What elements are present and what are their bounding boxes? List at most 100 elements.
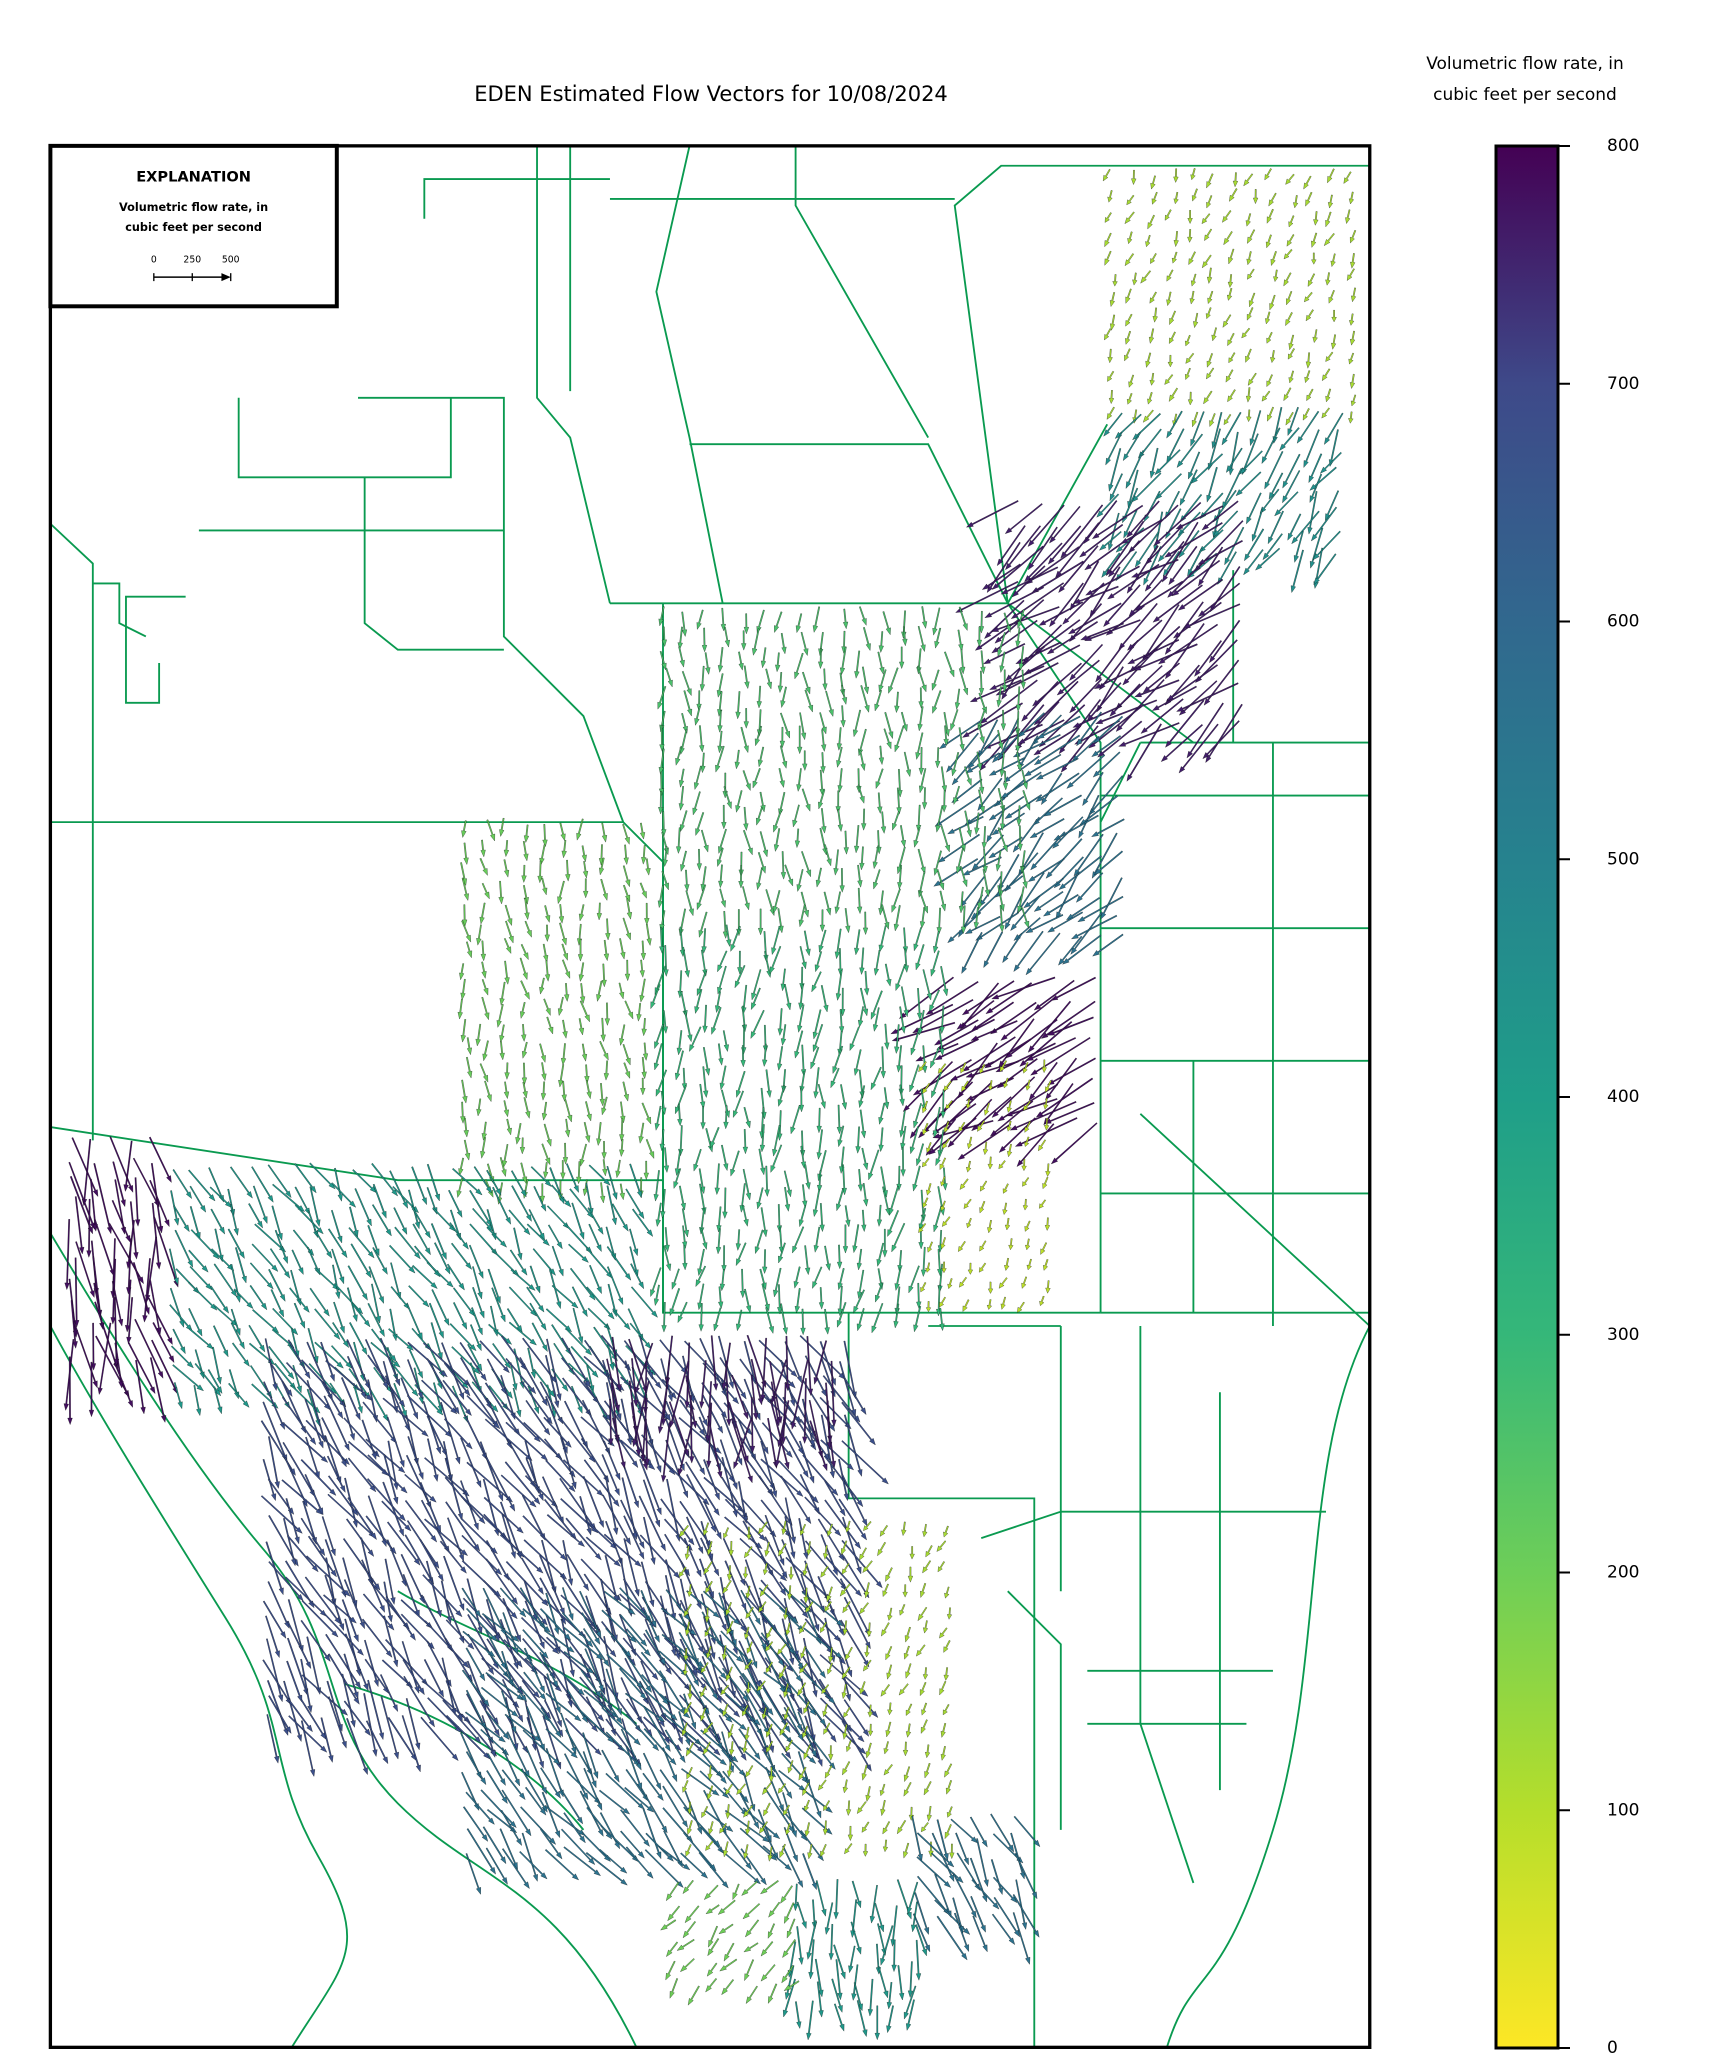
flow-vector <box>924 1744 931 1759</box>
flow-vector <box>703 1459 720 1501</box>
flow-vector <box>900 986 909 1018</box>
flow-vector <box>835 790 841 814</box>
flow-vector <box>1015 627 1021 649</box>
flow-vector <box>1205 307 1212 320</box>
flow-vector <box>525 1706 545 1752</box>
flow-vector <box>639 1458 662 1516</box>
flow-vector <box>760 1337 767 1402</box>
flow-vector <box>274 1229 288 1264</box>
flow-vector <box>1047 1016 1094 1036</box>
flow-vector <box>445 1501 480 1552</box>
flow-vector <box>561 1337 591 1388</box>
road <box>1100 1059 1370 1327</box>
flow-vector <box>1021 769 1028 790</box>
flow-vector <box>1328 290 1335 304</box>
flow-vector <box>586 1286 615 1320</box>
flow-vector <box>650 1267 662 1297</box>
flow-vector <box>639 882 647 899</box>
flow-vector <box>922 1197 929 1208</box>
flow-vector <box>620 1398 633 1446</box>
flow-vector <box>1017 825 1023 852</box>
flow-vector <box>622 1044 631 1066</box>
flow-vector <box>1246 492 1262 525</box>
flow-vector <box>643 1706 671 1752</box>
flow-vector <box>1241 327 1251 339</box>
flow-vector <box>658 1845 691 1871</box>
flow-vector <box>557 996 564 1016</box>
flow-vector <box>909 1064 920 1093</box>
flow-vector <box>695 812 705 836</box>
flow-vector <box>142 1258 151 1323</box>
flow-vector <box>281 1396 317 1446</box>
flow-vector <box>834 2003 845 2032</box>
flow-vector <box>300 1459 337 1496</box>
flow-vector <box>1082 771 1104 807</box>
flow-vector <box>505 1561 549 1607</box>
flow-vector <box>660 1189 666 1219</box>
flow-vector <box>486 1169 502 1196</box>
flow-vector <box>701 627 708 653</box>
flow-vector <box>625 1746 642 1791</box>
flow-vector <box>903 1766 911 1782</box>
flow-vector <box>520 1381 553 1425</box>
flow-vector <box>999 752 1005 778</box>
flow-vector <box>989 665 1045 690</box>
flow-vector <box>722 911 729 939</box>
flow-vector <box>961 980 1015 1016</box>
flow-vector <box>991 1913 1016 1945</box>
flow-vector <box>738 1481 748 1524</box>
flow-vector <box>836 1302 847 1328</box>
flow-vector <box>1047 911 1083 933</box>
flow-vector <box>439 1540 467 1574</box>
flow-vector <box>271 1205 283 1241</box>
flow-vector <box>907 1881 919 1915</box>
flow-vector <box>461 820 467 838</box>
flow-vector <box>682 1879 694 1894</box>
flow-vector <box>743 665 750 689</box>
flow-vector <box>640 940 646 961</box>
flow-vector <box>1045 1280 1051 1294</box>
flow-vector <box>290 1328 300 1359</box>
flow-vector <box>685 1844 692 1857</box>
flow-vector <box>770 1381 781 1427</box>
flow-vector <box>1070 911 1103 955</box>
flow-vector <box>823 1800 830 1812</box>
flow-vector <box>453 1302 468 1330</box>
flow-vector <box>917 625 926 652</box>
flow-vector <box>462 1806 489 1842</box>
flow-vector <box>686 1820 693 1836</box>
flow-vector <box>918 687 924 709</box>
flow-vector <box>599 1083 605 1107</box>
flow-vector <box>1142 409 1154 423</box>
flow-vector <box>546 1338 562 1402</box>
flow-vector <box>448 1189 463 1218</box>
flow-vector <box>1282 453 1301 489</box>
flow-vector <box>750 1009 765 1039</box>
flow-vector <box>999 1060 1008 1073</box>
flow-vector <box>749 1396 756 1454</box>
flow-vector <box>1040 1242 1048 1255</box>
flow-vector <box>230 1166 253 1199</box>
flow-vector <box>686 1590 721 1618</box>
flow-vector <box>852 1224 860 1254</box>
flow-vector <box>885 1721 892 1738</box>
flow-vector <box>836 1104 842 1135</box>
flow-vector <box>1005 525 1041 571</box>
flow-vector <box>920 1282 927 1293</box>
flow-vector <box>718 1923 734 1935</box>
flow-vector <box>897 769 903 798</box>
flow-vector <box>986 811 1005 843</box>
flow-vector <box>949 1843 955 1860</box>
flow-vector <box>479 902 486 925</box>
flow-vector <box>252 1309 280 1334</box>
flow-vector <box>842 1620 848 1636</box>
flow-vector <box>939 1307 945 1332</box>
flow-vector <box>683 1701 692 1716</box>
flow-vector <box>858 1069 865 1099</box>
flow-vector <box>916 1143 924 1167</box>
flow-vector <box>742 1704 749 1717</box>
flow-vector <box>719 1065 727 1091</box>
flow-vector <box>564 1400 588 1449</box>
flow-vector <box>562 959 571 979</box>
flow-vector <box>918 747 924 776</box>
